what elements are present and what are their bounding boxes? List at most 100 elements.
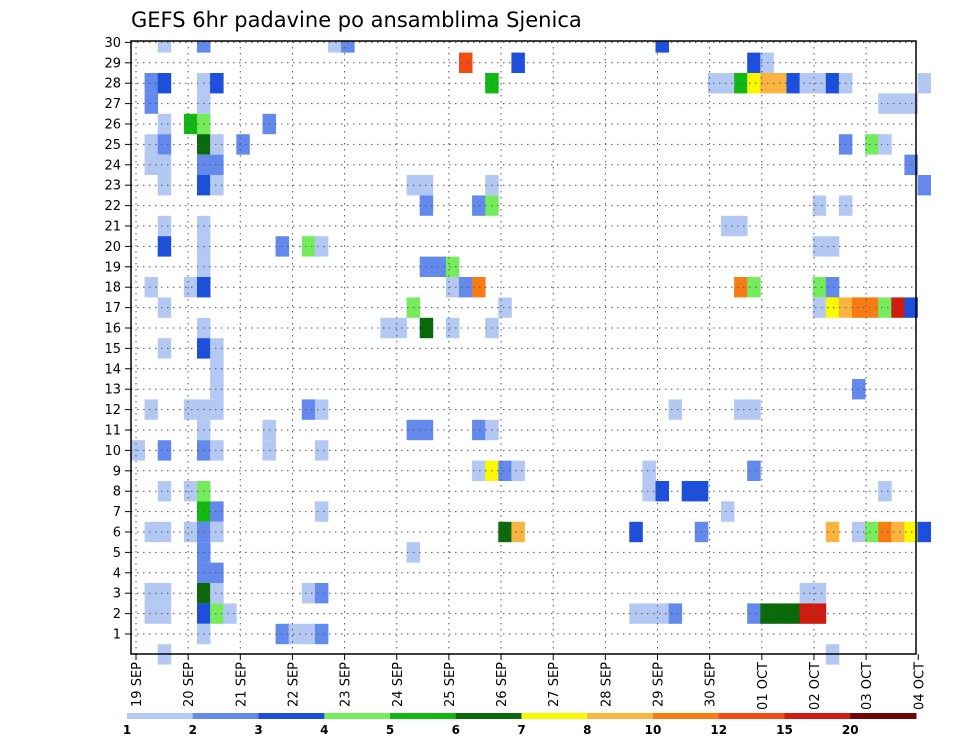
heatmap-cell xyxy=(891,521,905,543)
y-tick-label: 27 xyxy=(104,97,121,112)
y-tick-label: 5 xyxy=(113,546,121,561)
heatmap-cell xyxy=(734,73,748,94)
y-tick-label: 30 xyxy=(104,36,121,51)
heatmap-cell xyxy=(825,277,840,298)
heatmap-cell xyxy=(812,195,827,216)
heatmap-cell xyxy=(878,134,892,155)
heatmap-cell xyxy=(210,583,224,604)
y-tick-label: 3 xyxy=(113,587,121,602)
colorbar-segment xyxy=(784,713,851,719)
heatmap-cell xyxy=(157,338,172,359)
heatmap-cell xyxy=(157,481,172,502)
heatmap-cell xyxy=(642,603,656,624)
heatmap-cell xyxy=(799,583,814,604)
heatmap-cell xyxy=(210,440,224,461)
y-tick-label: 2 xyxy=(113,607,121,622)
heatmap-cell xyxy=(210,175,224,196)
heatmap-cell xyxy=(328,41,342,53)
y-tick-label: 22 xyxy=(104,199,121,214)
heatmap-cell xyxy=(459,52,473,73)
y-tick-label: 1 xyxy=(113,628,121,643)
heatmap-cell xyxy=(183,481,198,502)
heatmap-cell xyxy=(183,521,198,543)
heatmap-cell xyxy=(157,134,172,155)
heatmap-cell xyxy=(734,399,748,420)
heatmap-cell xyxy=(852,297,866,318)
colorbar-segment xyxy=(653,713,720,719)
heatmap-cell xyxy=(314,623,329,645)
heatmap-cell xyxy=(642,460,656,481)
heatmap-cells xyxy=(131,41,931,665)
heatmap-cell xyxy=(144,134,159,155)
heatmap-cell xyxy=(144,399,159,420)
x-tick-label: 30 SEP xyxy=(704,662,719,707)
heatmap-cell xyxy=(314,440,329,461)
x-tick-label: 23 SEP xyxy=(339,662,354,707)
heatmap-cell xyxy=(210,338,224,359)
colorbar-segment xyxy=(587,713,654,719)
heatmap-cell xyxy=(157,154,172,175)
heatmap-cell xyxy=(236,134,250,155)
colorbar: 1 2 3 4 5 6 7 8 10 12 15 20 xyxy=(123,713,917,737)
colorbar-label: 1 xyxy=(123,723,131,737)
x-tick-label: 04 OCT xyxy=(912,662,927,710)
colorbar-label: 6 xyxy=(452,723,460,737)
x-tick-label: 27 SEP xyxy=(547,662,562,707)
heatmap-cell xyxy=(878,297,892,318)
heatmap-cell xyxy=(445,317,460,339)
colorbar-segment xyxy=(390,713,457,719)
y-tick-label: 9 xyxy=(113,464,121,479)
x-tick-label: 24 SEP xyxy=(391,662,406,707)
heatmap-cell xyxy=(891,93,905,114)
y-tick-label: 23 xyxy=(104,179,121,194)
heatmap-cell xyxy=(747,52,761,73)
heatmap-cell xyxy=(799,73,814,94)
heatmap-cell xyxy=(747,603,761,624)
heatmap-cell xyxy=(445,256,460,277)
heatmap-cell xyxy=(734,277,748,298)
heatmap-cell xyxy=(445,277,460,298)
heatmap-cell xyxy=(812,236,827,257)
heatmap-cell xyxy=(747,460,761,481)
y-tick-label: 13 xyxy=(104,383,121,398)
heatmap-cell xyxy=(301,399,316,420)
x-tick-label: 26 SEP xyxy=(495,662,510,707)
heatmap-cell xyxy=(655,41,669,53)
heatmap-cell xyxy=(314,501,329,522)
heatmap-cell xyxy=(144,521,159,543)
colorbar-label: 3 xyxy=(254,723,262,737)
heatmap-cell xyxy=(917,73,931,94)
heatmap-cell xyxy=(183,399,198,420)
y-tick-label: 12 xyxy=(104,403,121,418)
colorbar-label: 5 xyxy=(386,723,394,737)
heatmap-cell xyxy=(825,236,840,257)
heatmap-cell xyxy=(183,113,198,135)
colorbar-label: 4 xyxy=(320,723,328,737)
heatmap-cell xyxy=(655,481,669,502)
x-tick-label: 29 SEP xyxy=(652,662,667,707)
colorbar-segment xyxy=(718,713,785,719)
heatmap-cell xyxy=(301,236,316,257)
colorbar-label: 2 xyxy=(189,723,197,737)
heatmap-cell xyxy=(511,521,525,543)
heatmap-cell xyxy=(157,215,172,237)
heatmap-cell xyxy=(183,277,198,298)
heatmap-cell xyxy=(812,603,827,624)
y-tick-label: 15 xyxy=(104,342,121,357)
heatmap-cell xyxy=(472,460,486,481)
heatmap-cell xyxy=(459,277,473,298)
heatmap-cell xyxy=(734,215,748,237)
heatmap-cell xyxy=(157,41,172,53)
heatmap-cell xyxy=(210,521,224,543)
x-tick-label: 02 OCT xyxy=(808,662,823,710)
heatmap-cell xyxy=(157,583,172,604)
heatmap-cell xyxy=(144,154,159,175)
heatmap-cell xyxy=(144,583,159,604)
heatmap-cell xyxy=(852,379,866,400)
grid-lines xyxy=(131,41,916,654)
x-tick-label: 19 SEP xyxy=(130,662,145,707)
colorbar-segment xyxy=(455,713,522,719)
x-tick-label: 22 SEP xyxy=(286,662,301,707)
heatmap-cell xyxy=(144,73,159,94)
